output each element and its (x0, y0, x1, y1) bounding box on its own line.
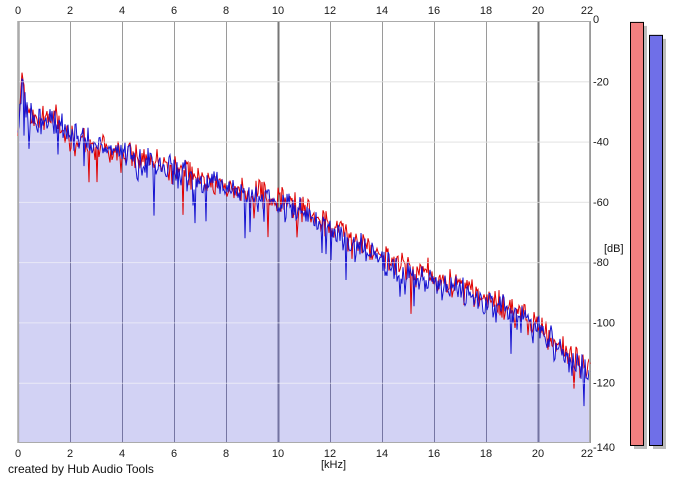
x-tick-label: 6 (171, 448, 177, 460)
plot-border (18, 21, 590, 443)
x-tick-label: 10 (272, 5, 284, 17)
x-tick-label: 2 (67, 448, 73, 460)
y-tick-label: -60 (593, 197, 609, 209)
y-tick-label: -120 (593, 378, 615, 390)
x-tick-label: 22 (581, 5, 593, 17)
x-tick-label: 0 (15, 5, 21, 17)
x-axis-ticks-bottom: 0 2 4 6 8 10 12 14 16 18 20 22 (15, 448, 593, 460)
x-tick-label: 22 (581, 448, 593, 460)
y-tick-label: -100 (593, 317, 615, 329)
level-meters (630, 21, 666, 449)
x-tick-label: 16 (428, 448, 440, 460)
y-tick-label: -40 (593, 137, 609, 149)
y-tick-label: -140 (593, 442, 615, 454)
x-tick-label: 20 (532, 5, 544, 17)
red-meter-bar (630, 21, 644, 446)
x-tick-label: 18 (480, 5, 492, 17)
x-tick-label: 4 (119, 448, 125, 460)
x-tick-label: 16 (428, 5, 440, 17)
x-tick-label: 18 (480, 448, 492, 460)
x-tick-label: 14 (376, 448, 388, 460)
y-tick-label: 0 (593, 14, 599, 26)
x-tick-label: 0 (15, 448, 21, 460)
x-tick-label: 8 (223, 5, 229, 17)
y-tick-label: -80 (593, 257, 609, 269)
x-tick-label: 20 (532, 448, 544, 460)
spectrum-trace-blue (17, 78, 591, 407)
x-tick-label: 4 (119, 5, 125, 17)
spectrum-area-fill (18, 78, 590, 443)
y-axis-ticks-right: 0 -20 -40 -60 -80 -100 -120 -140 (593, 14, 615, 454)
x-tick-label: 8 (223, 448, 229, 460)
x-tick-label: 12 (324, 448, 336, 460)
y-tick-label: -20 (593, 76, 609, 88)
x-tick-label: 12 (324, 5, 336, 17)
credit-text: created by Hub Audio Tools (8, 462, 154, 476)
x-tick-label: 14 (376, 5, 388, 17)
y-axis-unit-label: [dB] (604, 243, 624, 255)
blue-meter-bar (649, 34, 663, 446)
x-tick-label: 6 (171, 5, 177, 17)
x-tick-label: 2 (67, 5, 73, 17)
x-axis-ticks-top: 0 2 4 6 8 10 12 14 16 18 20 22 (15, 5, 593, 17)
spectrum-trace-red (17, 72, 591, 389)
x-axis-unit-label: [kHz] (321, 459, 347, 471)
x-tick-label: 10 (272, 448, 284, 460)
h-gridlines-overlay (18, 81, 590, 384)
